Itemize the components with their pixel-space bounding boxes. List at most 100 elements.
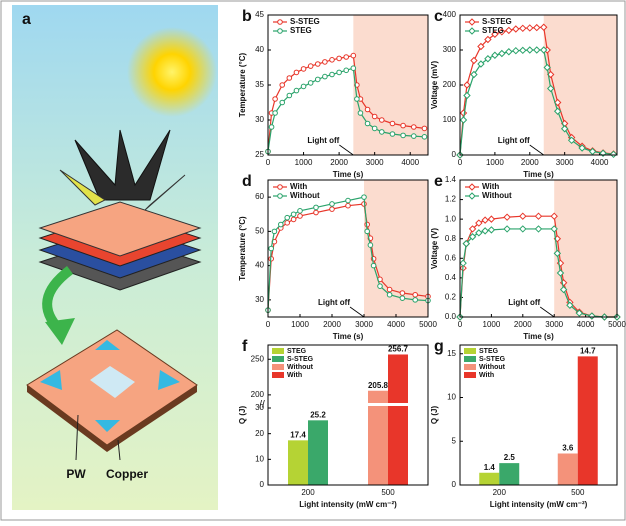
y-tick-label: 60 — [255, 192, 264, 201]
legend-label: S-STEG — [479, 356, 506, 363]
legend-label: STEG — [479, 348, 499, 355]
marker — [357, 110, 364, 116]
light-off-region — [554, 180, 617, 317]
value-label: 1.4 — [484, 463, 496, 472]
legend-marker — [468, 183, 476, 191]
x-tick-label: 4000 — [591, 158, 609, 167]
marker — [371, 113, 378, 120]
marker — [540, 23, 548, 31]
marker — [300, 66, 307, 72]
x-axis-title: Time (s) — [333, 170, 364, 179]
x-tick-label: 3000 — [355, 320, 373, 329]
marker — [361, 194, 367, 200]
marker — [378, 129, 385, 135]
x-tick-label: 0 — [266, 320, 271, 329]
bar — [557, 453, 578, 485]
value-label: 3.6 — [562, 444, 574, 453]
marker — [566, 301, 574, 309]
legend-label: STEG — [482, 26, 504, 35]
legend-marker — [277, 184, 283, 190]
marker — [477, 42, 485, 51]
marker — [547, 84, 555, 93]
marker — [279, 82, 286, 88]
marker — [475, 219, 483, 227]
y-tick-label: 200 — [251, 390, 265, 399]
x-tick-label: 4000 — [401, 158, 419, 167]
marker — [290, 211, 297, 218]
marker — [314, 61, 321, 67]
x-tick-label: 500 — [571, 488, 585, 497]
marker — [343, 67, 350, 74]
x-tick-label: 2000 — [323, 320, 341, 329]
marker — [481, 227, 489, 235]
legend-swatch — [464, 364, 476, 370]
y-tick-label: 0.6 — [445, 253, 457, 262]
x-tick-label: 3000 — [556, 158, 574, 167]
legend-swatch — [272, 356, 284, 362]
legend-swatch — [272, 364, 284, 370]
value-label: 2.5 — [504, 453, 516, 462]
marker — [556, 269, 565, 277]
y-axis-title: Voltage (mV) — [430, 61, 439, 110]
marker — [286, 75, 293, 81]
marker — [491, 51, 499, 59]
x-tick-label: 200 — [493, 488, 507, 497]
axis-break — [265, 403, 428, 406]
y-tick-label: 50 — [255, 226, 264, 235]
marker — [286, 92, 293, 99]
legend-label: With — [287, 372, 302, 379]
legend-label: Without — [482, 191, 512, 200]
x-axis-title: Time (s) — [523, 332, 554, 341]
plot-frame — [459, 344, 618, 486]
panel-label: b — [242, 8, 252, 25]
legend-label: STEG — [290, 26, 312, 35]
marker — [498, 49, 506, 58]
legend-label: Without — [287, 364, 314, 371]
x-axis-title: Time (s) — [523, 170, 554, 179]
marker — [389, 120, 396, 127]
legend-swatch — [272, 348, 284, 354]
legend-label: S-STEG — [290, 17, 320, 26]
y-tick-label: 5 — [452, 436, 457, 445]
y-tick-label: 400 — [443, 10, 457, 19]
marker — [378, 117, 385, 123]
x-axis-title: Light intensity (mW cm⁻²) — [490, 500, 588, 509]
marker — [284, 214, 291, 221]
plot-frame — [267, 344, 429, 486]
x-tick-label: 0 — [266, 158, 271, 167]
marker — [297, 208, 303, 214]
legend-label: S-STEG — [482, 17, 512, 26]
plot-frame — [267, 14, 429, 156]
marker — [519, 225, 527, 233]
marker — [519, 46, 527, 55]
marker — [470, 70, 478, 79]
marker — [307, 80, 314, 86]
marker — [512, 46, 520, 55]
y-tick-label: 40 — [255, 261, 264, 270]
bar — [368, 390, 388, 485]
y-tick-label: 0 — [452, 150, 457, 159]
marker — [410, 133, 417, 139]
marker — [463, 81, 471, 89]
marker — [526, 46, 534, 54]
x-tick-label: 5000 — [608, 320, 626, 329]
marker — [279, 99, 286, 106]
panel-label: d — [242, 173, 252, 190]
y-tick-label: 30 — [255, 403, 264, 412]
x-tick-label: 3000 — [366, 158, 384, 167]
legend-swatch — [272, 372, 284, 378]
annotation: Light off — [498, 136, 530, 145]
marker — [364, 228, 371, 235]
marker — [329, 201, 335, 207]
marker — [268, 124, 275, 130]
marker — [329, 206, 335, 212]
marker — [364, 120, 371, 127]
legend-marker — [468, 18, 476, 26]
y-tick-label: 30 — [255, 115, 264, 124]
light-off-region — [353, 15, 428, 155]
annotation: Light off — [318, 298, 350, 307]
x-tick-label: 1000 — [483, 320, 501, 329]
marker — [534, 212, 543, 220]
marker — [293, 87, 300, 94]
